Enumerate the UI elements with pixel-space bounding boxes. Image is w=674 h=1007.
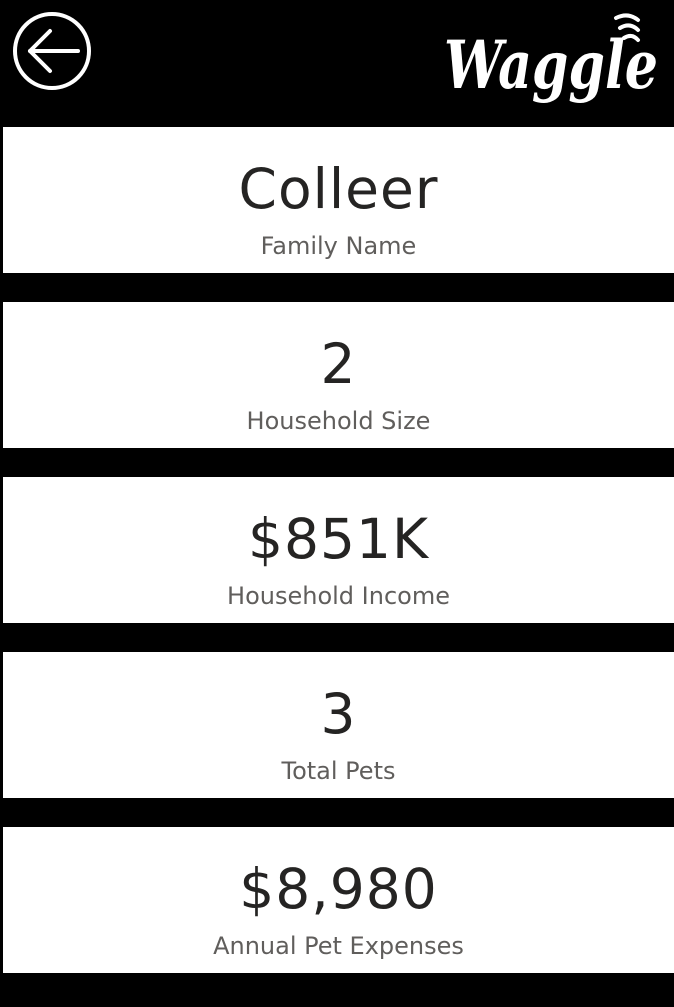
household-size-label: Household Size <box>246 407 431 435</box>
household-income-card: $851K Household Income <box>3 477 674 623</box>
arrow-left-circle-icon <box>13 12 91 90</box>
waggle-logo: Waggle <box>440 6 666 118</box>
total-pets-value: 3 <box>320 682 357 746</box>
total-pets-card: 3 Total Pets <box>3 652 674 798</box>
annual-pet-expenses-card: $8,980 Annual Pet Expenses <box>3 827 674 973</box>
logo-text: Waggle <box>444 26 658 104</box>
total-pets-label: Total Pets <box>281 757 396 785</box>
household-size-card: 2 Household Size <box>3 302 674 448</box>
family-name-card: Colleer Family Name <box>3 127 674 273</box>
annual-pet-expenses-value: $8,980 <box>239 857 438 921</box>
household-income-value: $851K <box>247 507 430 571</box>
header-bar: Waggle <box>0 0 674 127</box>
annual-pet-expenses-label: Annual Pet Expenses <box>213 932 464 960</box>
household-income-label: Household Income <box>227 582 450 610</box>
back-button[interactable] <box>10 10 94 92</box>
household-size-value: 2 <box>320 332 357 396</box>
family-name-value: Colleer <box>238 157 439 221</box>
family-name-label: Family Name <box>260 232 417 260</box>
